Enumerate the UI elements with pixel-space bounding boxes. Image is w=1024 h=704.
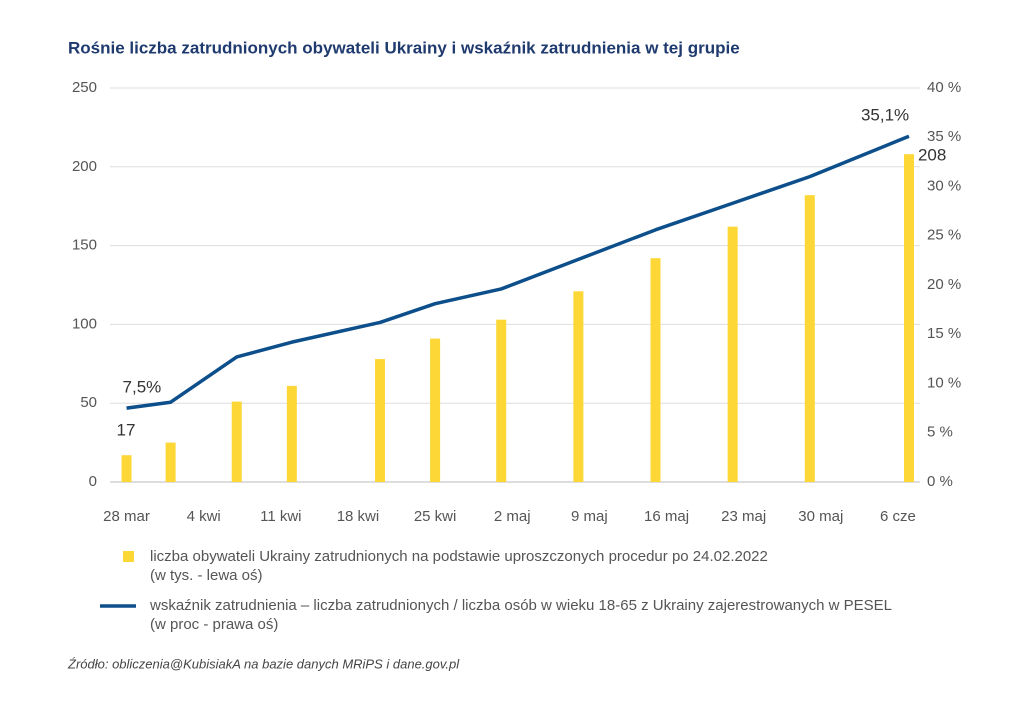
chart-title: Rośnie liczba zatrudnionych obywateli Uk… (68, 38, 740, 57)
legend-label: liczba obywateli Ukrainy zatrudnionych n… (150, 548, 768, 565)
bar (375, 359, 385, 482)
bar (231, 401, 242, 482)
legend-swatch (123, 551, 134, 562)
legend-note: (w proc - prawa oś) (150, 616, 278, 633)
y-tick-label: 100 (72, 315, 97, 332)
x-tick-label: 23 maj (721, 508, 766, 525)
bar (727, 226, 738, 482)
x-tick-label: 11 kwi (260, 508, 301, 525)
bar (121, 455, 132, 482)
bar (496, 319, 507, 482)
x-tick-label: 2 maj (494, 508, 531, 525)
x-tick-label: 28 mar (103, 508, 150, 525)
x-tick-label: 18 kwi (337, 508, 380, 525)
y2-tick-label: 10 % (927, 374, 961, 391)
y-tick-label: 150 (72, 237, 97, 254)
bar (286, 385, 297, 482)
source: Źródło: obliczenia@KubisiakA na bazie da… (67, 656, 460, 671)
line (126, 134, 910, 410)
y-tick-label: 250 (72, 79, 97, 96)
x-tick-label: 9 maj (571, 508, 608, 525)
bar (165, 442, 176, 482)
x-tick-label: 25 kwi (414, 508, 457, 525)
y2-tick-label: 25 % (927, 227, 961, 244)
y2-tick-label: 35 % (927, 128, 961, 145)
bar (804, 195, 815, 482)
y2-tick-label: 40 % (927, 79, 961, 96)
data-label: 7,5% (123, 378, 162, 397)
y2-tick-label: 20 % (927, 276, 961, 293)
legend-note: (w tys. - lewa oś) (150, 567, 263, 584)
x-tick-label: 4 kwi (187, 508, 221, 525)
x-tick-label: 6 cze (880, 508, 916, 525)
y-tick-label: 0 (89, 473, 97, 490)
y2-tick-label: 15 % (927, 325, 961, 342)
x-tick-label: 16 maj (644, 508, 689, 525)
bar (430, 338, 441, 482)
data-label: 208 (918, 146, 946, 165)
y2-tick-label: 5 % (927, 424, 953, 441)
bar (573, 291, 584, 482)
y-tick-label: 50 (80, 394, 97, 411)
x-tick-label: 30 maj (798, 508, 843, 525)
bar (650, 258, 661, 482)
y2-tick-label: 30 % (927, 177, 961, 194)
y-tick-label: 200 (72, 158, 97, 175)
data-label: 17 (117, 421, 136, 440)
bar (903, 154, 914, 482)
y2-tick-label: 0 % (927, 473, 953, 490)
data-label: 35,1% (861, 106, 909, 125)
legend-label: wskaźnik zatrudnienia – liczba zatrudnio… (149, 597, 892, 614)
